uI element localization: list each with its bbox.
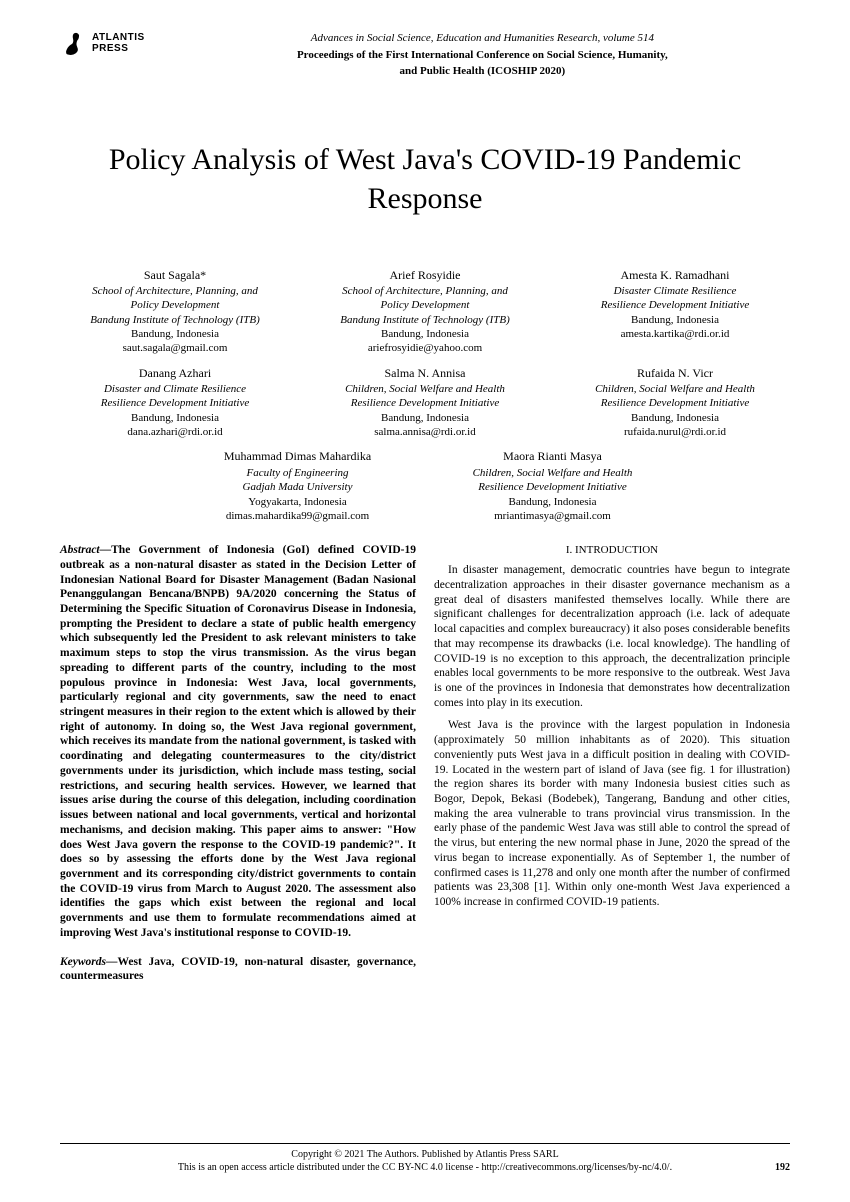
proceedings-1: Proceedings of the First International C… — [175, 47, 790, 64]
keywords-label: Keywords— — [60, 956, 118, 968]
copyright-line: Copyright © 2021 The Authors. Published … — [60, 1148, 790, 1161]
series-title: Advances in Social Science, Education an… — [175, 30, 790, 47]
author-affil: Bandung Institute of Technology (ITB) — [60, 313, 290, 327]
author-affil: Policy Development — [310, 298, 540, 312]
author-email: salma.annisa@rdi.or.id — [310, 425, 540, 439]
author-name: Amesta K. Ramadhani — [560, 268, 790, 284]
author-location: Bandung, Indonesia — [435, 495, 670, 509]
author-affil: Disaster and Climate Resilience — [60, 382, 290, 396]
author-affil: Children, Social Welfare and Health — [560, 382, 790, 396]
author-block: Danang AzhariDisaster and Climate Resili… — [60, 366, 290, 440]
keywords: Keywords—West Java, COVID-19, non-natura… — [60, 955, 416, 984]
page-footer: Copyright © 2021 The Authors. Published … — [60, 1143, 790, 1174]
author-name: Muhammad Dimas Mahardika — [180, 449, 415, 465]
author-affil: Disaster Climate Resilience — [560, 284, 790, 298]
right-column: I. INTRODUCTION In disaster management, … — [434, 543, 790, 984]
author-affil: Children, Social Welfare and Health — [435, 466, 670, 480]
author-affil: School of Architecture, Planning, and — [60, 284, 290, 298]
author-location: Bandung, Indonesia — [560, 411, 790, 425]
author-name: Salma N. Annisa — [310, 366, 540, 382]
authors-row-3: Muhammad Dimas MahardikaFaculty of Engin… — [180, 449, 670, 523]
proceedings-2: and Public Health (ICOSHIP 2020) — [175, 63, 790, 80]
authors-row-2: Danang AzhariDisaster and Climate Resili… — [60, 366, 790, 440]
author-affil: School of Architecture, Planning, and — [310, 284, 540, 298]
author-location: Yogyakarta, Indonesia — [180, 495, 415, 509]
left-column: Abstract—The Government of Indonesia (Go… — [60, 543, 416, 984]
author-location: Bandung, Indonesia — [60, 327, 290, 341]
page-number: 192 — [775, 1161, 790, 1174]
author-block: Maora Rianti MasyaChildren, Social Welfa… — [435, 449, 670, 523]
author-affil: Policy Development — [60, 298, 290, 312]
author-email: ariefrosyidie@yahoo.com — [310, 341, 540, 355]
author-email: rufaida.nurul@rdi.or.id — [560, 425, 790, 439]
author-name: Saut Sagala* — [60, 268, 290, 284]
author-block: Amesta K. RamadhaniDisaster Climate Resi… — [560, 268, 790, 356]
author-name: Arief Rosyidie — [310, 268, 540, 284]
body-columns: Abstract—The Government of Indonesia (Go… — [60, 543, 790, 984]
author-email: amesta.kartika@rdi.or.id — [560, 327, 790, 341]
author-affil: Children, Social Welfare and Health — [310, 382, 540, 396]
license-line: This is an open access article distribut… — [60, 1161, 790, 1174]
intro-para-1: In disaster management, democratic count… — [434, 563, 790, 710]
author-location: Bandung, Indonesia — [310, 411, 540, 425]
author-block: Muhammad Dimas MahardikaFaculty of Engin… — [180, 449, 415, 523]
author-affil: Resilience Development Initiative — [60, 396, 290, 410]
author-email: dana.azhari@rdi.or.id — [60, 425, 290, 439]
abstract-text: The Government of Indonesia (GoI) define… — [60, 544, 416, 939]
author-name: Rufaida N. Vicr — [560, 366, 790, 382]
author-name: Maora Rianti Masya — [435, 449, 670, 465]
publisher-name-1: ATLANTIS — [92, 32, 145, 43]
author-block: Saut Sagala*School of Architecture, Plan… — [60, 268, 290, 356]
author-block: Salma N. AnnisaChildren, Social Welfare … — [310, 366, 540, 440]
header-meta: Advances in Social Science, Education an… — [145, 30, 790, 80]
section-heading: I. INTRODUCTION — [434, 543, 790, 557]
author-block: Arief RosyidieSchool of Architecture, Pl… — [310, 268, 540, 356]
author-email: saut.sagala@gmail.com — [60, 341, 290, 355]
authors-row-1: Saut Sagala*School of Architecture, Plan… — [60, 268, 790, 356]
author-location: Bandung, Indonesia — [560, 313, 790, 327]
author-affil: Resilience Development Initiative — [560, 298, 790, 312]
author-location: Bandung, Indonesia — [60, 411, 290, 425]
author-affil: Bandung Institute of Technology (ITB) — [310, 313, 540, 327]
abstract: Abstract—The Government of Indonesia (Go… — [60, 543, 416, 940]
author-affil: Resilience Development Initiative — [435, 480, 670, 494]
abstract-label: Abstract— — [60, 544, 111, 556]
atlantis-icon — [60, 30, 86, 56]
author-affil: Faculty of Engineering — [180, 466, 415, 480]
publisher-name-2: PRESS — [92, 43, 145, 54]
author-location: Bandung, Indonesia — [310, 327, 540, 341]
author-affil: Gadjah Mada University — [180, 480, 415, 494]
page-title: Policy Analysis of West Java's COVID-19 … — [60, 140, 790, 218]
author-name: Danang Azhari — [60, 366, 290, 382]
publisher-logo: ATLANTIS PRESS — [60, 30, 145, 56]
page-header: ATLANTIS PRESS Advances in Social Scienc… — [60, 30, 790, 80]
intro-para-2: West Java is the province with the large… — [434, 718, 790, 909]
author-email: mriantimasya@gmail.com — [435, 509, 670, 523]
author-email: dimas.mahardika99@gmail.com — [180, 509, 415, 523]
author-block: Rufaida N. VicrChildren, Social Welfare … — [560, 366, 790, 440]
author-affil: Resilience Development Initiative — [310, 396, 540, 410]
author-affil: Resilience Development Initiative — [560, 396, 790, 410]
